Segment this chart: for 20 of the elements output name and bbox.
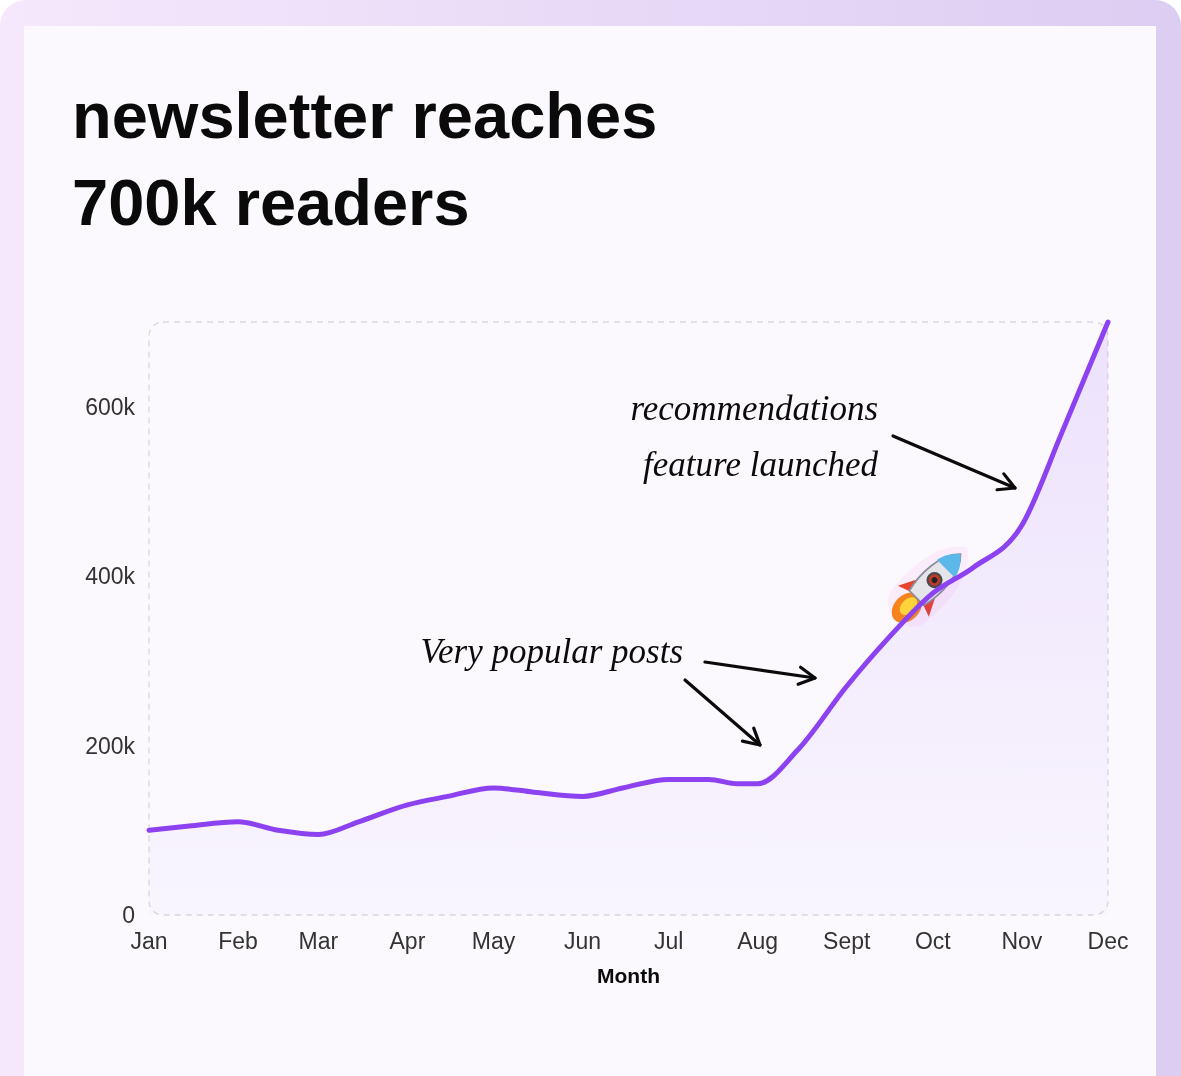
x-tick-label: Aug: [737, 928, 779, 954]
x-tick-label: Dec: [1087, 928, 1129, 954]
y-tick-label: 200k: [85, 732, 136, 759]
annotation: recommendations feature launched: [630, 389, 879, 484]
x-tick-label: Feb: [218, 928, 258, 954]
x-tick-label: Mar: [298, 928, 339, 954]
x-tick-label: May: [471, 928, 516, 954]
y-tick-label: 600k: [85, 393, 136, 420]
x-tick-label: Jul: [653, 928, 684, 954]
x-tick-label: Apr: [389, 928, 426, 954]
y-tick-label: 0: [122, 902, 135, 928]
x-tick-label: Oct: [914, 928, 952, 954]
x-tick-label: Jun: [564, 928, 602, 954]
x-tick-label: Nov: [1001, 928, 1043, 954]
x-tick-label: Jan: [130, 928, 168, 954]
x-tick-label: Sept: [823, 928, 871, 954]
annotation: Very popular posts: [420, 632, 683, 671]
x-axis-title: Month: [597, 963, 660, 987]
y-tick-label: 400k: [85, 563, 136, 590]
chart-title: newsletter reaches 700k readers: [72, 79, 658, 239]
